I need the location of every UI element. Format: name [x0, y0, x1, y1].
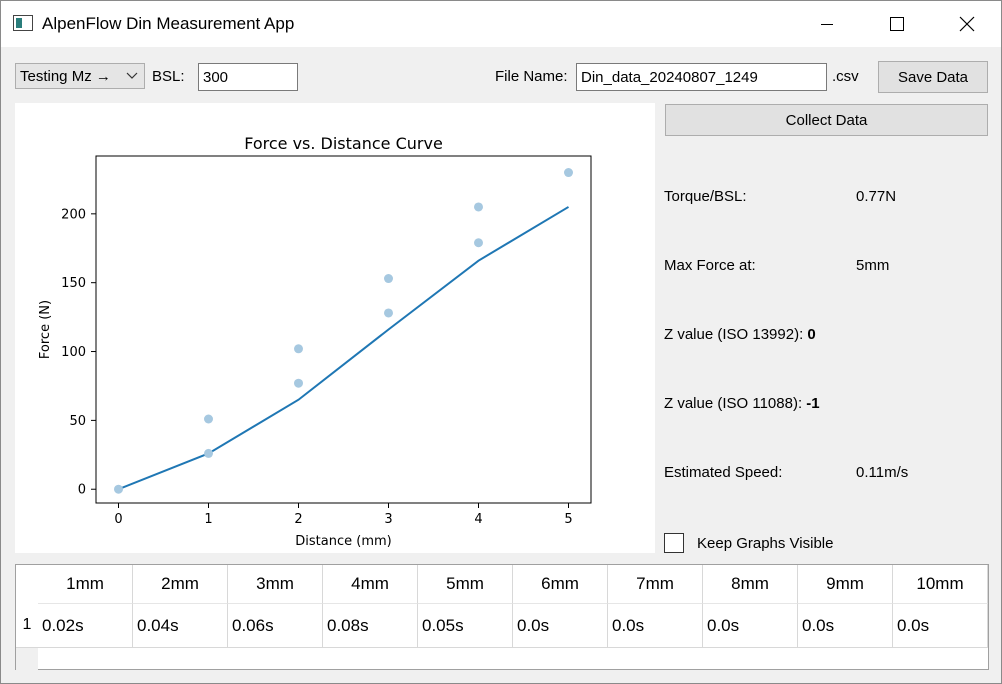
mode-select-value: Testing Mz →	[20, 68, 111, 85]
minimize-button[interactable]	[792, 1, 862, 47]
z-value-13992: Z value (ISO 13992): 0	[664, 326, 816, 343]
maximize-icon	[890, 17, 904, 31]
plot-panel: 0 1 2 3 4 5 0 50 100 150 200 Force vs. Distance Cur…	[15, 103, 655, 553]
speed-value: 0.11m/s	[856, 464, 909, 481]
y-axis-label: Force (N)	[38, 300, 53, 359]
chevron-down-icon	[126, 72, 138, 79]
table-cell[interactable]: 0.05s	[418, 603, 513, 647]
z-11088-label: Z value (ISO 11088):	[664, 395, 803, 412]
column-header[interactable]: 3mm	[228, 565, 323, 603]
x-tick-label: 3	[384, 512, 392, 527]
force-line-series	[118, 206, 570, 491]
speed-label: Estimated Speed:	[664, 464, 783, 481]
table-empty-row	[16, 647, 988, 670]
table-cell[interactable]: 0.02s	[38, 603, 133, 647]
y-tick-label: 100	[61, 345, 86, 360]
x-tick-label: 4	[474, 512, 482, 527]
column-header[interactable]: 2mm	[133, 565, 228, 603]
table-cell[interactable]: 0.0s	[513, 603, 608, 647]
torque-value: 0.77N	[856, 188, 897, 205]
title-bar: AlpenFlow Din Measurement App	[1, 1, 1001, 47]
table-cell[interactable]: 0.0s	[798, 603, 893, 647]
save-data-button[interactable]: Save Data	[878, 61, 988, 93]
file-name-input[interactable]	[577, 64, 826, 90]
close-icon	[959, 16, 975, 32]
keep-graphs-visible-checkbox[interactable]	[664, 533, 684, 553]
scatter-point	[564, 168, 573, 178]
z-value-11088: Z value (ISO 11088): -1	[664, 395, 820, 412]
file-extension: .csv	[832, 68, 859, 85]
table-cell[interactable]: 0.04s	[133, 603, 228, 647]
scatter-point	[474, 202, 483, 212]
column-header[interactable]: 8mm	[703, 565, 798, 603]
scatter-point	[294, 378, 303, 388]
table-cell[interactable]: 0.0s	[893, 603, 988, 647]
file-name-label: File Name:	[495, 68, 568, 85]
scatter-point	[204, 414, 213, 424]
x-tick-label: 0	[114, 512, 122, 527]
chart-title: Force vs. Distance Curve	[244, 134, 443, 153]
column-header[interactable]: 5mm	[418, 565, 513, 603]
bsl-input[interactable]	[199, 64, 297, 90]
window-title: AlpenFlow Din Measurement App	[42, 14, 295, 33]
maximize-button[interactable]	[862, 1, 932, 47]
close-button[interactable]	[932, 1, 1002, 47]
y-tick-label: 150	[61, 276, 86, 291]
plot-frame	[95, 155, 592, 504]
file-name-field[interactable]	[576, 63, 827, 91]
minimize-icon	[821, 24, 833, 25]
column-header[interactable]: 1mm	[38, 565, 133, 603]
table-corner[interactable]	[16, 565, 38, 603]
timing-table: 1mm 2mm 3mm 4mm 5mm 6mm 7mm 8mm 9mm 10mm 1 0.02s 0…	[15, 564, 989, 670]
table-cell[interactable]: 0.06s	[228, 603, 323, 647]
scatter-point	[114, 484, 123, 494]
scatter-point	[474, 238, 483, 248]
column-header[interactable]: 4mm	[323, 565, 418, 603]
z-11088-value: -1	[806, 395, 820, 412]
column-header[interactable]: 6mm	[513, 565, 608, 603]
scatter-point	[294, 344, 303, 354]
max-force-label: Max Force at:	[664, 257, 756, 274]
x-tick-label: 2	[294, 512, 302, 527]
scatter-point	[384, 308, 393, 318]
y-tick-label: 200	[61, 207, 86, 222]
app-icon	[13, 15, 33, 31]
column-header[interactable]: 10mm	[893, 565, 988, 603]
row-header[interactable]: 1	[22, 616, 32, 633]
column-header[interactable]: 7mm	[608, 565, 703, 603]
scatter-point	[204, 448, 213, 458]
z-13992-label: Z value (ISO 13992):	[664, 326, 804, 343]
column-header[interactable]: 9mm	[798, 565, 893, 603]
x-tick-label: 1	[204, 512, 212, 527]
torque-label: Torque/BSL:	[664, 188, 747, 205]
table-cell[interactable]: 0.0s	[608, 603, 703, 647]
keep-graphs-visible-label[interactable]: Keep Graphs Visible	[697, 535, 834, 552]
x-axis-label: Distance (mm)	[295, 534, 391, 549]
mode-select[interactable]: Testing Mz →	[15, 63, 145, 89]
bsl-field[interactable]	[198, 63, 298, 91]
scatter-point	[384, 274, 393, 284]
table-cell[interactable]: 0.08s	[323, 603, 418, 647]
x-tick-label: 5	[564, 512, 572, 527]
y-tick-label: 50	[69, 414, 86, 429]
table-cell[interactable]: 0.0s	[703, 603, 798, 647]
collect-data-button[interactable]: Collect Data	[665, 104, 988, 136]
max-force-value: 5mm	[856, 257, 890, 274]
y-tick-label: 0	[78, 483, 86, 498]
z-13992-value: 0	[807, 326, 816, 343]
bsl-label: BSL:	[152, 68, 185, 85]
